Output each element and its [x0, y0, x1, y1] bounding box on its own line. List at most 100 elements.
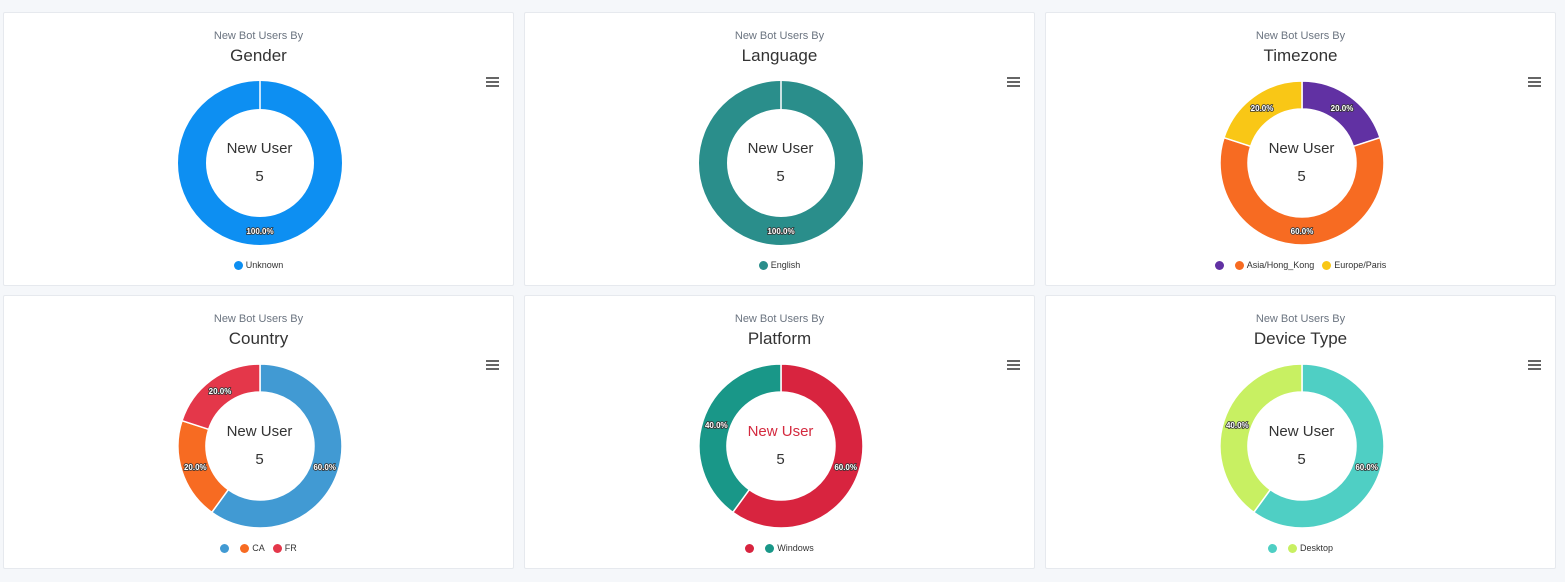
legend-item[interactable]: Desktop: [1287, 543, 1334, 553]
chart-subtitle: New Bot Users By: [1255, 313, 1346, 325]
chart-subtitle: New Bot Users By: [734, 30, 825, 42]
donut-chart: 60.0% 40.0%: [698, 363, 864, 529]
center-value: 5: [776, 451, 785, 468]
legend-label: Asia/Hong_Kong: [1246, 260, 1315, 270]
legend-label: Desktop: [1299, 543, 1334, 553]
chart-subtitle: New Bot Users By: [213, 30, 304, 42]
legend-marker-icon: [745, 543, 755, 553]
chart-title: Gender: [230, 46, 287, 65]
donut-slice[interactable]: [178, 81, 342, 245]
legend-label: FR: [284, 543, 297, 553]
donut-slice[interactable]: [210, 363, 343, 529]
center-label: New User: [1268, 423, 1335, 440]
chart-legend: English: [525, 260, 1034, 270]
donut-chart: 100.0%: [178, 81, 342, 245]
chart-title: Country: [228, 329, 289, 348]
legend-item[interactable]: FR: [272, 543, 297, 553]
center-label: New User: [226, 140, 293, 157]
legend-label: Unknown: [245, 260, 284, 270]
center-value: 5: [776, 168, 785, 185]
slice-data-label: 20.0%: [184, 463, 207, 472]
chart-legend: CA FR: [4, 543, 513, 553]
legend-marker-icon: [758, 260, 768, 270]
donut-slice[interactable]: [1301, 80, 1381, 148]
donut-slice[interactable]: [699, 81, 863, 245]
center-value: 5: [255, 451, 264, 468]
chart-subtitle: New Bot Users By: [1255, 30, 1346, 42]
hamburger-menu-icon[interactable]: [1007, 360, 1020, 370]
legend-marker-icon: [240, 543, 250, 553]
chart-card-timezone: New Bot Users By Timezone 20.0% 60.0% 20.0…: [1045, 12, 1556, 286]
legend-item[interactable]: Europe/Paris: [1322, 260, 1386, 270]
legend-item[interactable]: English: [758, 260, 801, 270]
legend-marker-icon: [1287, 543, 1297, 553]
donut-slice[interactable]: [731, 363, 864, 529]
hamburger-menu-icon[interactable]: [1528, 360, 1541, 370]
chart-card-platform: New Bot Users By Platform 60.0% 40.0% New…: [524, 295, 1035, 569]
slice-data-label: 60.0%: [313, 463, 336, 472]
legend-marker-icon: [220, 543, 230, 553]
legend-label: Europe/Paris: [1334, 260, 1387, 270]
chart-title: Language: [741, 46, 818, 65]
legend-label: Windows: [777, 543, 814, 553]
chart-card-device-type: New Bot Users By Device Type 60.0% 40.0% …: [1045, 295, 1556, 569]
legend-label: CA: [252, 543, 265, 553]
chart-title: Timezone: [1263, 46, 1338, 65]
legend-item[interactable]: [745, 543, 757, 553]
legend-item[interactable]: Unknown: [233, 260, 284, 270]
legend-item[interactable]: Windows: [765, 543, 814, 553]
legend-item[interactable]: [220, 543, 232, 553]
donut-slice[interactable]: [1219, 136, 1385, 246]
center-value: 5: [1297, 451, 1306, 468]
chart-legend: Asia/Hong_Kong Europe/Paris: [1046, 260, 1555, 270]
slice-data-label: 100.0%: [246, 227, 273, 236]
legend-marker-icon: [272, 543, 282, 553]
slice-data-label: 20.0%: [1331, 104, 1354, 113]
slice-data-label: 60.0%: [1355, 463, 1378, 472]
legend-item[interactable]: Asia/Hong_Kong: [1234, 260, 1315, 270]
legend-item[interactable]: [1214, 260, 1227, 270]
chart-subtitle: New Bot Users By: [213, 313, 304, 325]
legend-marker-icon: [233, 260, 243, 270]
legend-label: English: [770, 260, 801, 270]
center-label: New User: [747, 140, 814, 157]
slice-data-label: 60.0%: [1291, 227, 1314, 236]
chart-legend: Desktop: [1046, 543, 1555, 553]
donut-slice[interactable]: [698, 363, 782, 514]
hamburger-menu-icon[interactable]: [486, 360, 499, 370]
center-label: New User: [226, 423, 293, 440]
donut-chart: 60.0% 40.0%: [1219, 363, 1385, 529]
slice-data-label: 20.0%: [1251, 104, 1274, 113]
center-label: New User: [747, 423, 814, 440]
chart-card-country: New Bot Users By Country 60.0% 20.0% 20.0%…: [3, 295, 514, 569]
center-value: 5: [255, 168, 264, 185]
chart-legend: Windows: [525, 543, 1034, 553]
chart-card-gender: New Bot Users By Gender 100.0% New User …: [3, 12, 514, 286]
center-label: New User: [1268, 140, 1335, 157]
legend-marker-icon: [1267, 543, 1277, 553]
donut-slice[interactable]: [1252, 363, 1385, 529]
legend-marker-icon: [1234, 260, 1244, 270]
donut-slice[interactable]: [1219, 363, 1303, 514]
chart-card-language: New Bot Users By Language 100.0% New Use…: [524, 12, 1035, 286]
slice-data-label: 100.0%: [767, 227, 794, 236]
slice-data-label: 20.0%: [209, 387, 232, 396]
hamburger-menu-icon[interactable]: [1528, 77, 1541, 87]
donut-chart: 20.0% 60.0% 20.0%: [1219, 80, 1385, 246]
legend-marker-icon: [1214, 260, 1224, 270]
donut-slice[interactable]: [1223, 80, 1303, 148]
legend-marker-icon: [1322, 260, 1332, 270]
chart-title: Platform: [747, 329, 812, 348]
chart-title: Device Type: [1253, 329, 1348, 348]
legend-marker-icon: [765, 543, 775, 553]
chart-legend: Unknown: [4, 260, 513, 270]
hamburger-menu-icon[interactable]: [486, 77, 499, 87]
slice-data-label: 40.0%: [705, 421, 728, 430]
hamburger-menu-icon[interactable]: [1007, 77, 1020, 87]
donut-slice[interactable]: [181, 363, 261, 431]
center-value: 5: [1297, 168, 1306, 185]
legend-item[interactable]: [1267, 543, 1280, 553]
slice-data-label: 40.0%: [1226, 421, 1249, 430]
legend-item[interactable]: CA: [240, 543, 265, 553]
donut-chart: 100.0%: [699, 81, 863, 245]
